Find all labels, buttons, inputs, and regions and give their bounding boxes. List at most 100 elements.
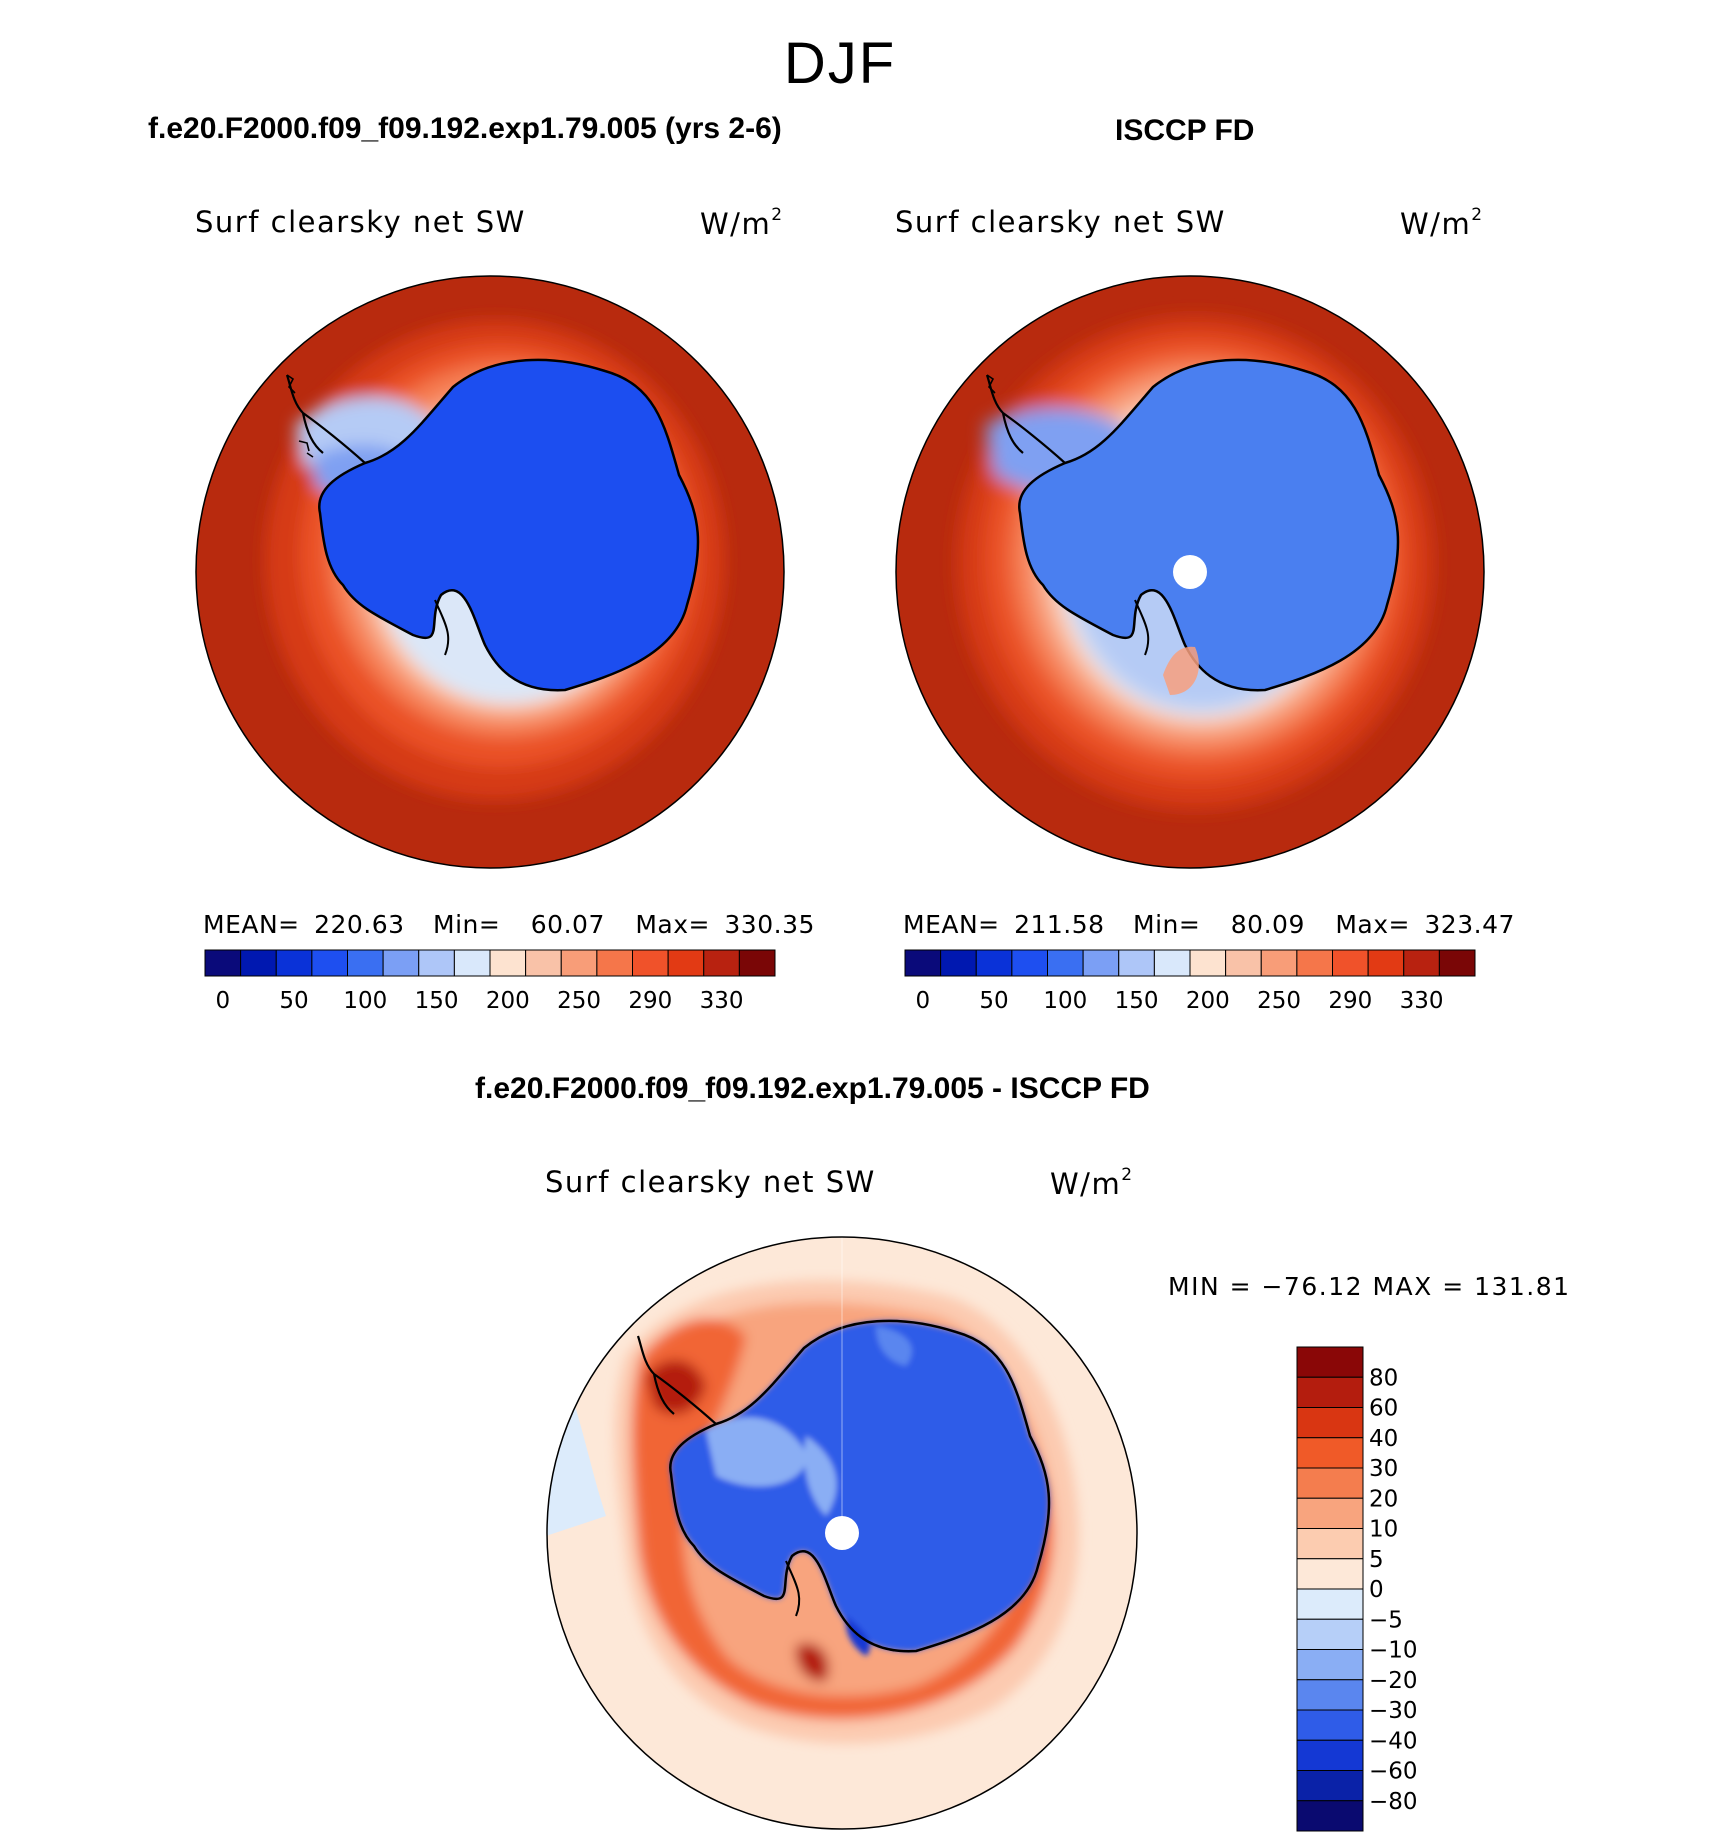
obs-colorbar-tick-label: 50: [979, 988, 1008, 1014]
diff-pole-hole: [825, 1516, 859, 1550]
obs-colorbar-tick-label: 250: [1257, 988, 1301, 1014]
obs-mean-value: 211.58: [1014, 910, 1105, 939]
obs-colorbar-tick-label: 200: [1186, 988, 1230, 1014]
obs-colorbar-box: [1296, 949, 1333, 977]
obs-colorbar-box: [1011, 949, 1048, 977]
diff-colorbar-box: [1296, 1679, 1364, 1711]
obs-colorbar-tick-label: 100: [1043, 988, 1087, 1014]
obs-case-title: ISCCP FD: [1115, 114, 1255, 147]
diff-colorbar-box: [1296, 1739, 1364, 1771]
model-mean-label: MEAN=: [203, 910, 300, 939]
diff-colorbar-tick-label: 40: [1369, 1426, 1398, 1452]
diff-colorbar-tick-label: −80: [1369, 1789, 1418, 1815]
model-colorbar-box: [525, 949, 562, 977]
obs-max-value: 323.47: [1424, 910, 1515, 939]
obs-colorbar-box: [904, 949, 942, 977]
obs-colorbar-box: [1189, 949, 1227, 977]
model-colorbar-box: [560, 949, 598, 977]
model-colorbar-box: [667, 949, 705, 977]
model-colorbar-box: [489, 949, 527, 977]
diff-colorbar-tick-label: −40: [1369, 1728, 1418, 1754]
obs-mean-label: MEAN=: [903, 910, 1000, 939]
diff-units-label: W/m2: [1050, 1165, 1134, 1201]
model-colorbar-box: [418, 949, 455, 977]
obs-colorbar-box: [975, 949, 1013, 977]
obs-pole-hole: [1173, 555, 1207, 589]
obs-colorbar-box: [1403, 949, 1440, 977]
diff-colorbar-tick-label: 20: [1369, 1486, 1398, 1512]
obs-variable-label: Surf clearsky net SW: [895, 205, 1226, 239]
diff-colorbar: 80 60 40 30 20 10 5 0 −5 −10 −20 −30 −40 −60 −80: [1296, 1346, 1418, 1832]
obs-colorbar-box: [1438, 949, 1476, 977]
diff-colorbar-tick-label: 60: [1369, 1396, 1398, 1422]
model-units-label: W/m2: [700, 205, 784, 241]
model-min-value: 60.07: [530, 910, 605, 939]
obs-min-label: Min=: [1133, 910, 1201, 939]
model-min-label: Min=: [433, 910, 501, 939]
model-colorbar-tick-label: 0: [215, 988, 230, 1014]
model-colorbar-box: [453, 949, 491, 977]
model-colorbar: 0 50 100 150 200 250 290 330: [204, 949, 776, 1014]
model-colorbar-box: [275, 949, 313, 977]
obs-colorbar-box: [940, 949, 977, 977]
model-colorbar-box: [596, 949, 633, 977]
diff-colorbar-tick-label: 5: [1369, 1547, 1384, 1573]
diff-colorbar-box: [1296, 1528, 1364, 1560]
diff-colorbar-tick-label: 10: [1369, 1517, 1398, 1543]
model-colorbar-box: [738, 949, 776, 977]
diff-colorbar-tick-label: 80: [1369, 1365, 1398, 1391]
obs-colorbar-tick-label: 0: [915, 988, 930, 1014]
diff-colorbar-box: [1296, 1800, 1364, 1832]
model-colorbar-tick-label: 200: [486, 988, 530, 1014]
model-colorbar-tick-label: 150: [415, 988, 459, 1014]
model-colorbar-box: [311, 949, 348, 977]
diff-colorbar-box: [1296, 1709, 1364, 1741]
diff-colorbar-box: [1296, 1467, 1364, 1499]
obs-colorbar-box: [1153, 949, 1191, 977]
model-colorbar-tick-label: 290: [628, 988, 672, 1014]
model-stats: MEAN= 220.63 Min= 60.07 Max= 330.35: [203, 910, 815, 939]
model-colorbar-box: [703, 949, 740, 977]
model-case-title: f.e20.F2000.f09_f09.192.exp1.79.005 (yrs…: [148, 112, 782, 145]
obs-colorbar-tick-label: 290: [1328, 988, 1372, 1014]
model-polar-map: [195, 275, 785, 869]
diff-colorbar-tick-label: −20: [1369, 1668, 1418, 1694]
model-max-value: 330.35: [724, 910, 815, 939]
diff-colorbar-box: [1296, 1588, 1364, 1620]
diff-case-title: f.e20.F2000.f09_f09.192.exp1.79.005 - IS…: [475, 1072, 1150, 1105]
diff-colorbar-box: [1296, 1346, 1364, 1378]
model-colorbar-tick-label: 50: [279, 988, 308, 1014]
model-colorbar-box: [632, 949, 669, 977]
model-colorbar-tick-label: 330: [700, 988, 744, 1014]
obs-colorbar-box: [1225, 949, 1262, 977]
diff-colorbar-box: [1296, 1407, 1364, 1439]
obs-units-label: W/m2: [1400, 205, 1484, 241]
obs-colorbar: 0 50 100 150 200 250 290 330: [904, 949, 1476, 1014]
diff-minmax: MIN = −76.12 MAX = 131.81: [1168, 1272, 1571, 1301]
model-colorbar-tick-label: 100: [343, 988, 387, 1014]
obs-max-label: Max=: [1335, 910, 1410, 939]
model-mean-value: 220.63: [314, 910, 405, 939]
diff-colorbar-tick-label: −30: [1369, 1698, 1418, 1724]
diff-colorbar-box: [1296, 1618, 1364, 1650]
obs-colorbar-box: [1367, 949, 1405, 977]
model-colorbar-box: [347, 949, 384, 977]
obs-min-value: 80.09: [1230, 910, 1305, 939]
obs-stats: MEAN= 211.58 Min= 80.09 Max= 323.47: [903, 910, 1515, 939]
model-colorbar-tick-label: 250: [557, 988, 601, 1014]
diff-variable-label: Surf clearsky net SW: [545, 1165, 876, 1199]
obs-colorbar-box: [1082, 949, 1120, 977]
diff-colorbar-tick-label: −5: [1369, 1607, 1403, 1633]
diff-colorbar-tick-label: −60: [1369, 1759, 1418, 1785]
diff-colorbar-tick-label: 30: [1369, 1456, 1398, 1482]
model-colorbar-box: [204, 949, 242, 977]
model-variable-label: Surf clearsky net SW: [195, 205, 526, 239]
diff-colorbar-tick-label: 0: [1369, 1577, 1384, 1603]
season-title: DJF: [783, 31, 897, 96]
diff-polar-map: [546, 1236, 1138, 1830]
obs-polar-map: [895, 275, 1485, 869]
obs-colorbar-tick-label: 330: [1400, 988, 1444, 1014]
diff-colorbar-box: [1296, 1558, 1364, 1590]
diff-colorbar-tick-label: −10: [1369, 1638, 1418, 1664]
model-colorbar-box: [240, 949, 277, 977]
